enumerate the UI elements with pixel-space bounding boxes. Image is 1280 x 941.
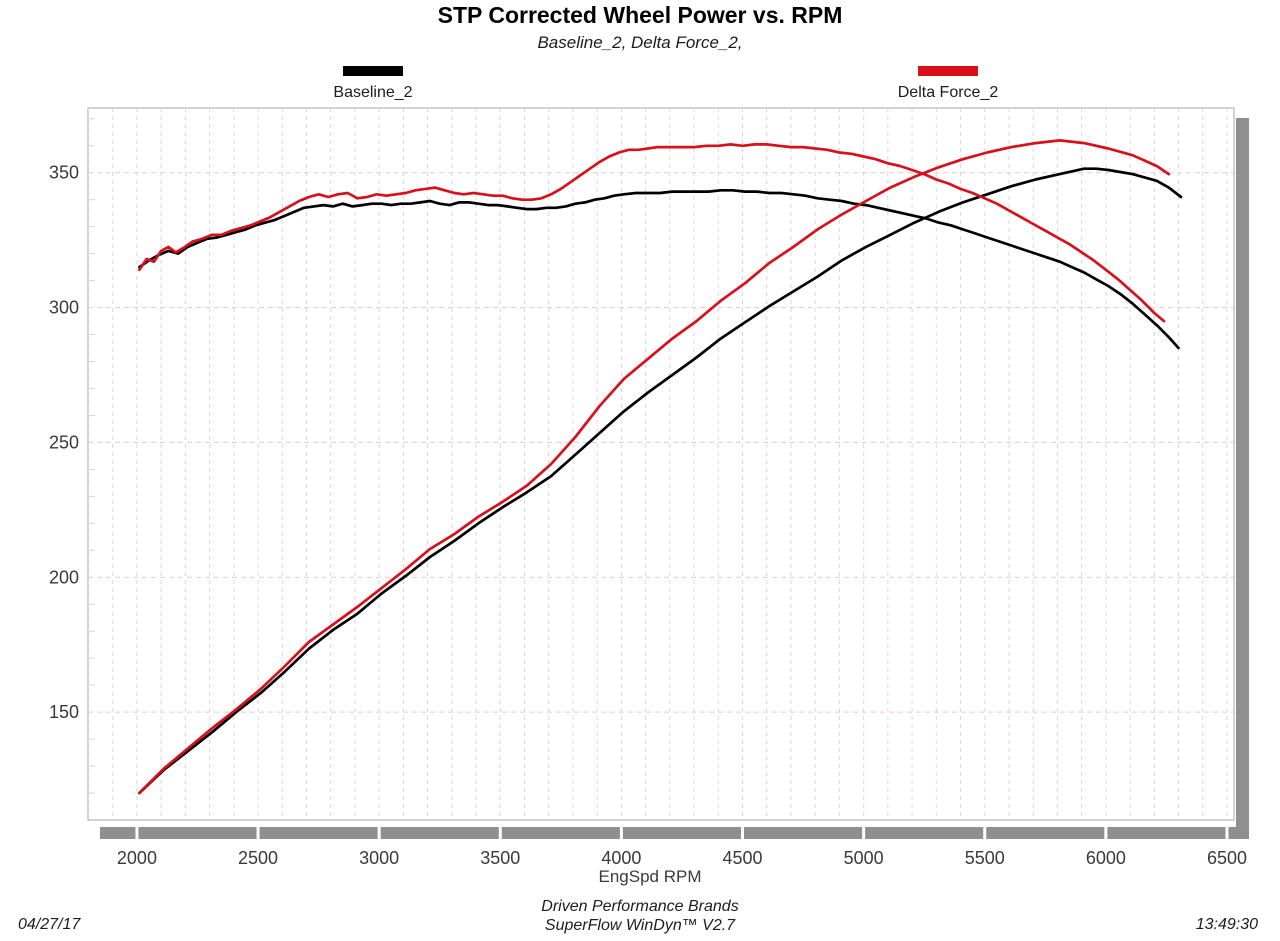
svg-text:6500: 6500 bbox=[1207, 848, 1247, 868]
y-tick-labels: 150 200 250 300 350 bbox=[49, 163, 79, 722]
footer-date: 04/27/17 bbox=[18, 916, 81, 933]
svg-text:5000: 5000 bbox=[844, 848, 884, 868]
plot-frame bbox=[87, 107, 1235, 821]
footer-time: 13:49:30 bbox=[1195, 916, 1258, 933]
svg-text:3000: 3000 bbox=[359, 848, 399, 868]
svg-text:250: 250 bbox=[49, 432, 79, 452]
series-delta-force-2-torque-curve bbox=[138, 143, 1166, 323]
legend-item-baseline: Baseline_2 bbox=[298, 66, 448, 102]
y-minor-ticks bbox=[89, 118, 95, 794]
plot-shadow bbox=[100, 118, 1249, 839]
grid-vertical bbox=[87, 108, 1228, 820]
page-subtitle: Baseline_2, Delta Force_2, bbox=[537, 33, 743, 52]
x-axis-label: EngSpd RPM bbox=[598, 867, 702, 886]
svg-text:3500: 3500 bbox=[480, 848, 520, 868]
footer-brand-line1: Driven Performance Brands bbox=[541, 898, 739, 915]
series-baseline-2-power-curve bbox=[138, 167, 1183, 795]
legend-label-delta-force: Delta Force_2 bbox=[897, 84, 999, 101]
svg-text:6000: 6000 bbox=[1086, 848, 1126, 868]
svg-text:150: 150 bbox=[49, 702, 79, 722]
series-delta-force-2-power-curve bbox=[138, 139, 1171, 795]
page-title: STP Corrected Wheel Power vs. RPM bbox=[437, 2, 843, 28]
svg-text:2500: 2500 bbox=[238, 848, 278, 868]
svg-text:350: 350 bbox=[49, 163, 79, 183]
legend-swatch-delta-force bbox=[918, 66, 978, 76]
svg-text:2000: 2000 bbox=[117, 848, 157, 868]
series-baseline-2-torque-curve bbox=[138, 188, 1180, 350]
legend-item-delta-force: Delta Force_2 bbox=[873, 66, 1023, 102]
svg-text:4000: 4000 bbox=[601, 848, 641, 868]
grid-horizontal bbox=[88, 172, 1234, 713]
footer-brand-line2: SuperFlow WinDyn™ V2.7 bbox=[544, 917, 736, 934]
footer-brand: Driven Performance Brands SuperFlow WinD… bbox=[0, 897, 1280, 935]
x-tick-labels: 2000 2500 3000 3500 4000 4500 5000 5500 6000 6500 bbox=[117, 848, 1247, 868]
legend-label-baseline: Baseline_2 bbox=[333, 84, 413, 101]
svg-text:200: 200 bbox=[49, 567, 79, 587]
svg-text:5500: 5500 bbox=[965, 848, 1005, 868]
svg-text:300: 300 bbox=[49, 298, 79, 318]
legend-swatch-baseline bbox=[343, 66, 403, 76]
svg-text:4500: 4500 bbox=[722, 848, 762, 868]
